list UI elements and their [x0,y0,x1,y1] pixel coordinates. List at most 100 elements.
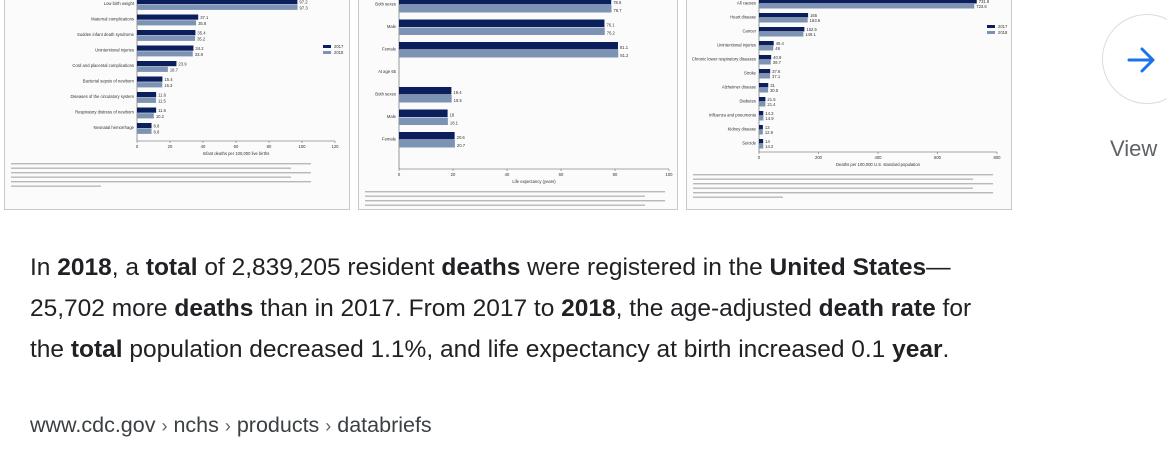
tick-label: 800 [994,155,1002,160]
legend-label: 2018 [998,30,1008,35]
bar-2017 [137,14,199,20]
x-axis-label: Infant deaths per 100,000 live births [203,151,270,156]
footnote-line [693,192,993,194]
snippet-text: deaths [441,254,521,281]
bar-2018 [399,5,612,13]
bar-2018 [399,27,605,35]
snippet-text: United States [769,254,927,281]
thumbnail-infant-deaths[interactable]: Low birth weight 97.2 97.3 Maternal complic… [4,0,350,210]
bar-2017 [399,87,452,95]
bar-2018 [399,140,455,148]
value-label: 31 [770,83,775,88]
value-label: 81.1 [620,45,629,50]
legend-label: 2017 [998,24,1008,29]
breadcrumb-nchs[interactable]: nchs [173,413,219,437]
bar-2017 [137,123,152,129]
value-label: 76.2 [607,31,616,36]
value-label: 23.9 [178,62,187,67]
value-label: 14 [765,139,770,144]
tick-label: 400 [875,155,883,160]
result-snippet: In 2018, a total of 2,839,205 resident d… [30,247,1167,370]
breadcrumb-products[interactable]: products [236,413,320,437]
value-label: 11.5 [158,98,167,103]
value-label: 11.6 [158,93,167,98]
value-label: 11.6 [158,108,167,113]
tick-label: 200 [815,155,823,160]
bar-2018 [137,113,154,119]
category-label: Alzheimer disease [722,85,757,90]
value-label: 15.4 [164,77,173,82]
bar-2018 [759,18,808,23]
tick-label: 20 [451,172,456,177]
arrow-right-icon [1127,47,1155,73]
value-label: 78.6 [613,0,622,5]
value-label: 149.1 [805,32,816,37]
breadcrumb-domain[interactable]: www.cdc.gov [30,413,156,437]
bar-2018 [137,97,156,103]
bar-2018 [399,95,452,103]
category-label: Stroke [744,71,757,76]
view-all-button[interactable] [1102,14,1167,104]
value-label: 20.7 [457,143,466,148]
footnote-line [11,163,311,165]
bar-2018 [759,74,771,79]
value-label: 13 [765,125,770,130]
value-label: 39.7 [773,60,782,65]
bar-2018 [399,117,448,125]
category-label: Influenza and pneumonia [709,113,757,118]
snippet-text: , a [111,254,146,281]
value-label: 163.6 [810,18,821,23]
value-label: 81.2 [620,53,629,58]
bar-2017 [399,19,605,27]
tick-label: 0 [398,172,401,177]
value-label: 19.5 [454,98,463,103]
footnote-line [11,185,101,187]
bar-2017 [759,83,769,88]
bar-2017 [759,139,764,144]
snippet-text: — [926,254,951,281]
tick-label: 0 [136,144,139,149]
bar-2017 [137,61,177,67]
breadcrumb: www.cdc.gov › nchs › products › databrie… [30,413,432,438]
bar-2017 [399,109,448,117]
thumbnail-leading-causes[interactable]: All causes 731.9 723.6 Heart disease 165 163.… [686,0,1012,210]
breadcrumb-databriefs[interactable]: databriefs [337,413,432,437]
bar-2017 [399,132,455,140]
bar-2017 [399,42,618,50]
value-label: 14.2 [765,144,774,149]
category-label: Chronic lower respiratory diseases [692,57,756,62]
snippet-text: 2018 [57,254,112,281]
tick-label: 120 [332,144,340,149]
bar-2017 [759,41,774,46]
snippet-text: . [942,336,950,363]
tick-label: 0 [758,155,761,160]
category-label: Respiratory distress of newborn [75,110,135,115]
bar-2018 [137,51,193,57]
bar-2017 [137,0,298,5]
value-label: 14.9 [765,116,774,121]
value-label: 33.8 [195,52,204,57]
thumbnail-life-expectancy[interactable]: Both sexes 78.6 78.7 Male 76.1 76.2 Female 81.1… [358,0,678,210]
bar-2018 [759,102,766,107]
value-label: 37.1 [772,74,781,79]
bar-2018 [137,82,163,88]
footnote-line [693,174,993,176]
value-label: 76.1 [606,23,615,28]
bar-2018 [137,4,298,10]
bar-2018 [137,20,197,26]
category-label: Kidney disease [728,127,757,132]
value-label: 21.5 [767,97,776,102]
legend-swatch-2017 [987,25,995,28]
bar-2018 [759,32,804,37]
value-label: 49.4 [776,41,785,46]
footnote-line [11,181,311,183]
snippet-text: were registered in the [520,254,770,281]
category-label: Male [387,24,397,29]
bar-2017 [759,125,763,130]
snippet-text: 2018 [561,295,616,322]
footnote-line [365,204,645,206]
tick-label: 100 [299,144,307,149]
value-label: 12.9 [765,130,774,135]
value-label: 34.2 [195,46,204,51]
bar-2017 [759,13,809,18]
